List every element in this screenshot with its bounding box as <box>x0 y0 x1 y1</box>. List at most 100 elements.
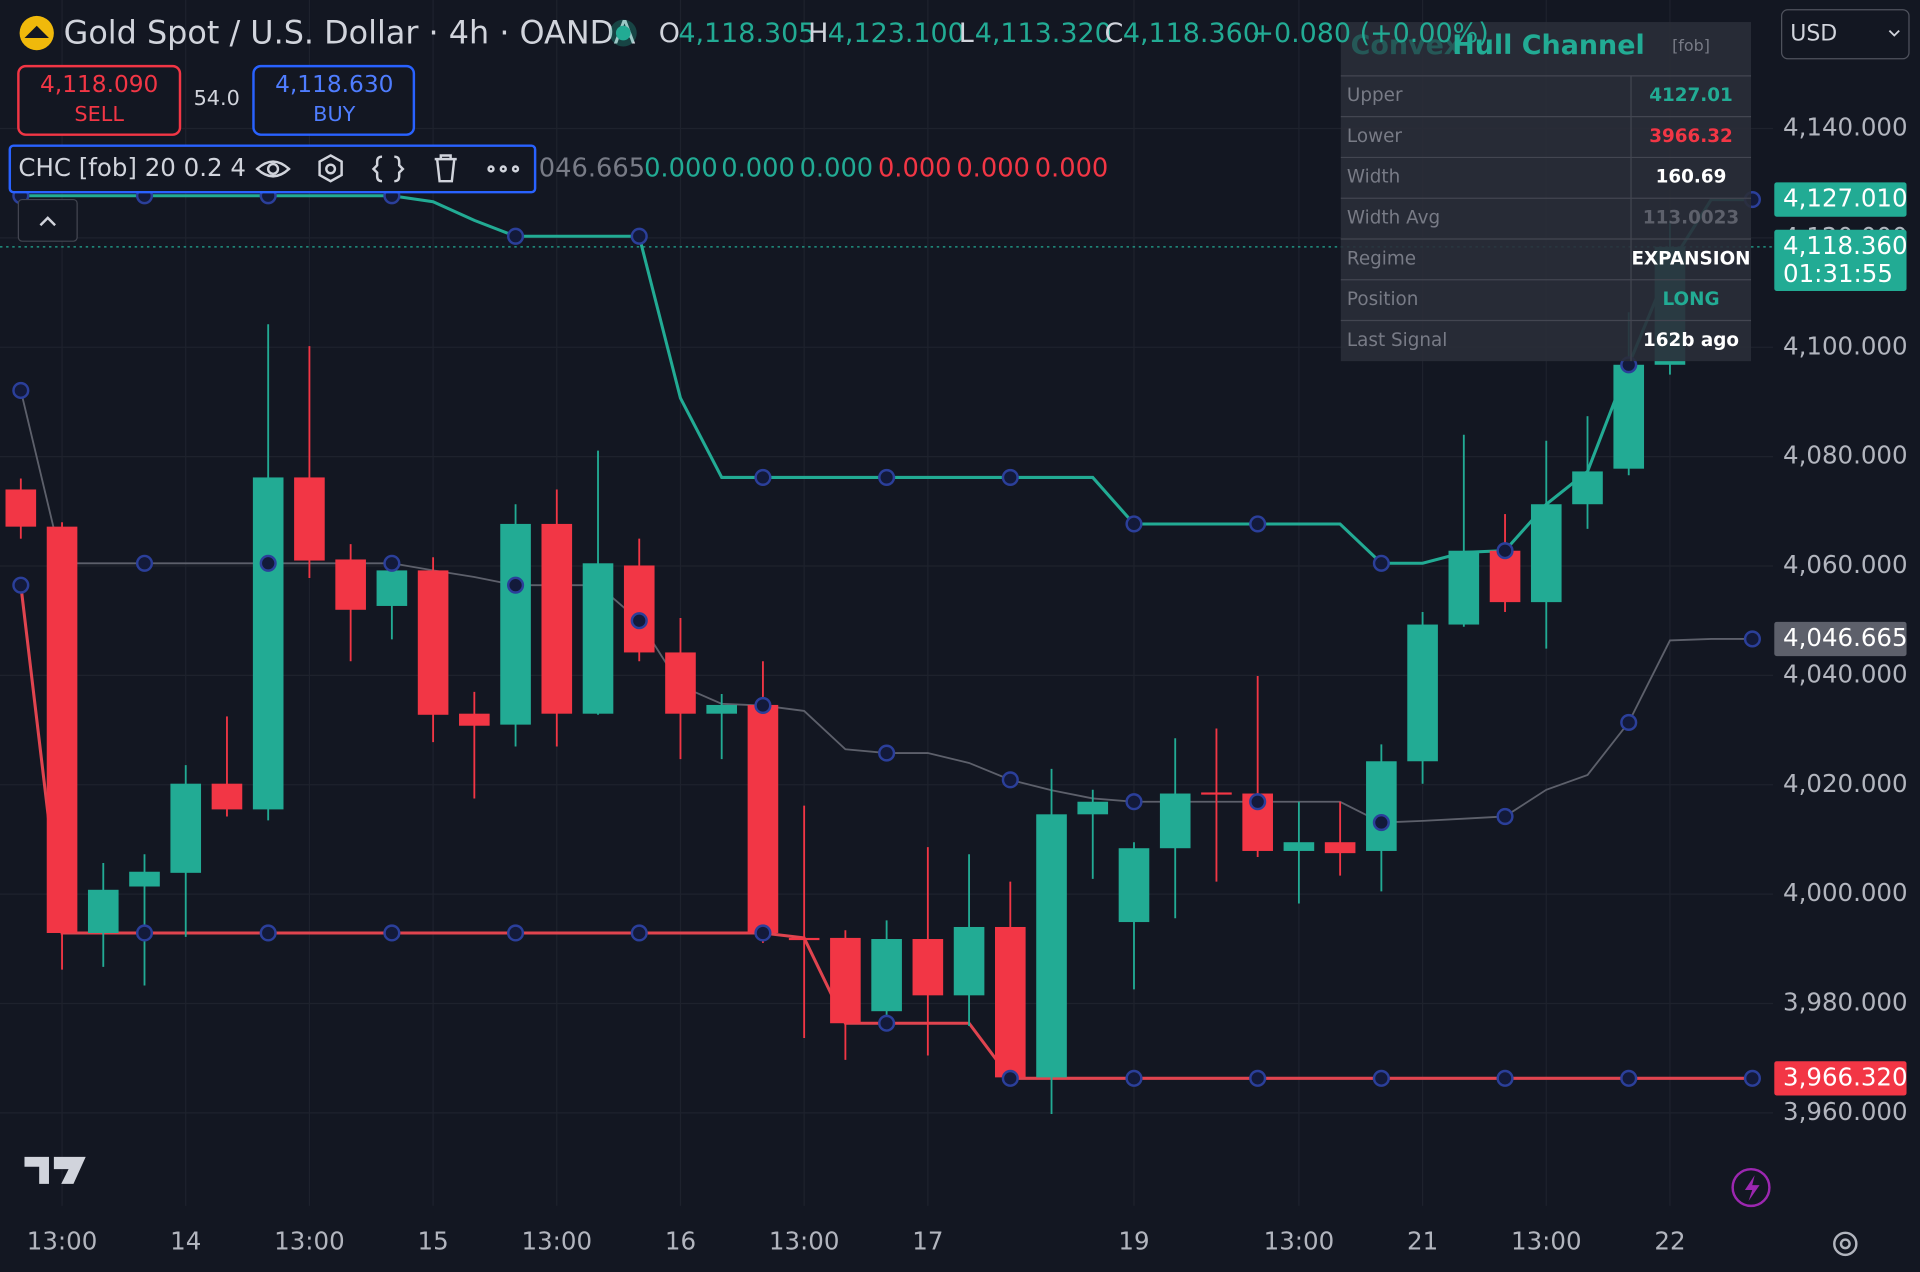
collapse-chevron <box>39 216 56 227</box>
channel-point <box>506 576 525 594</box>
settings-gear[interactable] <box>1833 1231 1858 1257</box>
ohlc-key: O <box>659 18 680 49</box>
header: Gold Spot / U.S. Dollar · 4h · OANDA O 4… <box>8 9 1910 242</box>
last-price-label: 4,118.360 <box>1783 231 1908 260</box>
last-price-bg <box>1774 229 1907 291</box>
table-value: LONG <box>1662 289 1719 310</box>
price-label: 4,046.665 <box>1783 623 1908 652</box>
indicator-value: 0.000 <box>644 153 718 183</box>
x-tick-label: 21 <box>1407 1227 1438 1256</box>
countdown: 01:31:55 <box>1783 259 1893 288</box>
channel-point <box>1249 515 1267 533</box>
candle-body <box>871 939 902 1012</box>
table-value: 162b ago <box>1643 330 1739 351</box>
eye-icon[interactable] <box>255 160 291 178</box>
ohlc-value: 4,118.305 <box>678 18 815 49</box>
channel-point <box>506 227 525 245</box>
channel-point <box>383 554 401 572</box>
indicator-bar[interactable] <box>8 144 537 194</box>
channel-point <box>878 744 896 762</box>
y-tick-label: 4,060.000 <box>1783 550 1908 579</box>
indicator-value: 0.000 <box>721 153 795 183</box>
indicator-table: Convex Hull Channel [fob] Upper 4127.01 Lo… <box>1340 22 1752 362</box>
buy-button[interactable] <box>252 64 416 136</box>
sell-price: 4,118.090 <box>40 71 158 98</box>
candle-body <box>788 937 820 941</box>
channel-point <box>1496 807 1514 826</box>
ohlc-change: +0.080 (+0.00%) <box>1251 18 1488 49</box>
table-key: Regime <box>1347 248 1416 269</box>
candle-body <box>830 937 861 1024</box>
table-title: Hull Channel <box>1452 30 1644 61</box>
candle-body <box>1366 761 1397 851</box>
candle-body <box>5 489 37 527</box>
settings-icon[interactable] <box>318 154 343 183</box>
more-dot <box>499 165 507 173</box>
source-icon[interactable] <box>371 155 405 183</box>
candle-body <box>417 570 449 715</box>
spread: 54.0 <box>194 86 240 110</box>
candle-body <box>335 559 366 610</box>
channel-point <box>754 468 772 487</box>
x-tick-label: 16 <box>665 1227 696 1256</box>
table-key: Last Signal <box>1347 330 1447 351</box>
candle-body <box>747 704 779 933</box>
x-tick-label: 17 <box>912 1227 943 1256</box>
candle-body <box>912 939 944 996</box>
settings-gear-hub <box>1839 1238 1851 1250</box>
table-key: Position <box>1347 289 1418 310</box>
table-value: 4127.01 <box>1649 85 1733 106</box>
more-dot[interactable] <box>487 165 495 173</box>
table-value: EXPANSION <box>1631 248 1750 269</box>
indicator-value: 0.000 <box>800 153 874 183</box>
x-tick-label: 13:00 <box>27 1227 98 1256</box>
channel-point <box>878 468 896 487</box>
candle-body <box>1118 848 1150 923</box>
candle-body <box>706 704 738 714</box>
delete-icon[interactable] <box>434 154 457 183</box>
tradingview-logo[interactable] <box>24 1156 86 1184</box>
plot <box>0 187 1774 1115</box>
price-label: 3,966.320 <box>1783 1062 1908 1091</box>
channel-point <box>1496 542 1514 560</box>
channel-point <box>878 1014 896 1032</box>
candle-body <box>1572 471 1603 505</box>
table-value: 113.0023 <box>1643 208 1739 229</box>
price-label-bg <box>1774 621 1907 657</box>
channel-point <box>1249 793 1267 811</box>
currency-select[interactable] <box>1781 9 1910 60</box>
channel-point <box>1249 1069 1267 1087</box>
channel-point <box>135 554 154 572</box>
table-value: 3966.32 <box>1649 126 1733 147</box>
more-dot <box>511 165 520 173</box>
channel-point <box>12 576 30 594</box>
indicator-label: CHC [fob] 20 0.2 4 <box>18 153 246 182</box>
price-axis: 3,960.000 3,980.000 4,000.000 4,020.000 4,04… <box>27 113 1908 1256</box>
candle-body <box>582 563 614 714</box>
alert-button[interactable] <box>1731 1167 1771 1208</box>
candle-body <box>1324 842 1356 854</box>
indicator-value: 0.000 <box>1035 153 1109 183</box>
candle-body <box>376 570 408 606</box>
sell-button[interactable] <box>17 64 182 136</box>
candle-body <box>1283 842 1315 851</box>
buy-price: 4,118.630 <box>275 71 393 98</box>
symbol-title[interactable]: Gold Spot / U.S. Dollar · 4h · OANDA <box>64 13 636 51</box>
x-tick-label: 13:00 <box>1511 1227 1582 1256</box>
candle-body <box>1448 550 1480 625</box>
channel-point <box>383 924 401 942</box>
channel-point <box>1001 771 1019 789</box>
y-tick-label: 4,080.000 <box>1783 441 1908 470</box>
candle-body <box>294 477 325 561</box>
channel-point <box>1743 630 1761 648</box>
ohlc-value: 4,113.320 <box>975 18 1112 49</box>
collapse-button[interactable] <box>17 198 78 242</box>
channel-point <box>754 924 772 942</box>
x-tick-label: 13:00 <box>274 1227 345 1256</box>
logo-glyph <box>24 25 49 38</box>
channel-point <box>1496 1069 1514 1087</box>
price-label-bg <box>1774 1061 1907 1096</box>
y-tick-label: 4,040.000 <box>1783 659 1908 688</box>
